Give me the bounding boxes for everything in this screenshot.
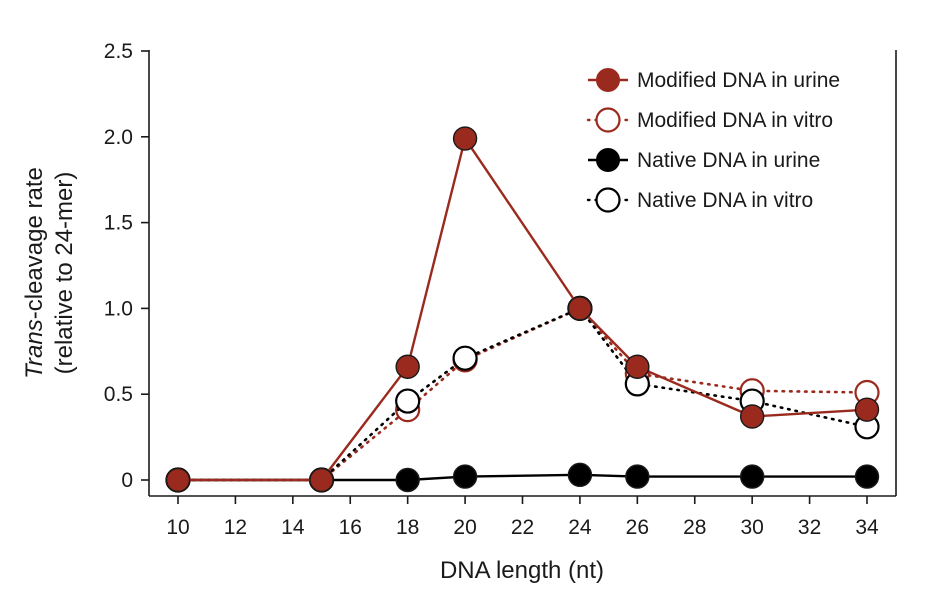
series-modified-dna-in-urine	[165, 126, 880, 493]
series-line-native-dna-in-urine	[178, 473, 867, 482]
x-tick-label-24: 24	[568, 516, 592, 539]
x-tick-label-28: 28	[683, 516, 706, 539]
y-tick-label-2.0: 2.0	[104, 126, 133, 149]
series-layer	[165, 126, 880, 493]
series-native-dna-in-vitro	[165, 295, 880, 493]
point-modified-dna-in-urine-24	[567, 296, 593, 321]
series-modified-dna-in-vitro	[165, 295, 880, 493]
y-axis-title-italic: Trans	[21, 319, 48, 379]
y-tick-label-1.0: 1.0	[104, 297, 133, 320]
legend-item-modified-dna-in-vitro: Modified DNA in vitro	[586, 107, 833, 133]
point-modified-dna-in-urine-30	[739, 404, 765, 429]
legend-label-modified-dna-in-vitro: Modified DNA in vitro	[637, 109, 833, 132]
legend-label-native-dna-in-vitro: Native DNA in vitro	[637, 189, 813, 212]
point-native-dna-in-urine-18	[395, 467, 420, 493]
point-modified-dna-in-urine-10	[165, 467, 191, 493]
y-axis-title-rest: -cleavage rate	[21, 167, 48, 319]
point-modified-dna-in-urine-26	[625, 354, 650, 379]
x-tick-label-20: 20	[453, 516, 476, 539]
series-line-modified-dna-in-vitro	[176, 306, 869, 482]
y-tick-label-0: 0	[121, 469, 133, 492]
x-tick-label-18: 18	[396, 516, 419, 539]
legend-label-modified-dna-in-urine: Modified DNA in urine	[637, 69, 840, 92]
series-line-modified-dna-in-urine	[178, 135, 868, 482]
legend-marker-modified-dna-in-urine	[596, 68, 620, 92]
x-tick-label-32: 32	[798, 516, 821, 539]
x-tick-label-12: 12	[224, 516, 247, 539]
y-axis-title-line2: (relative to 24-mer)	[51, 172, 78, 375]
point-native-dna-in-urine-24	[567, 462, 593, 488]
series-native-dna-in-urine	[165, 462, 880, 493]
point-modified-dna-in-urine-18	[395, 354, 420, 379]
x-tick-label-34: 34	[855, 516, 879, 539]
y-axis-title: Trans-cleavage rate	[21, 167, 48, 379]
point-native-dna-in-urine-26	[625, 464, 650, 489]
x-tick-label-16: 16	[339, 516, 362, 539]
x-tick-label-22: 22	[511, 516, 534, 539]
y-tick-label-0.5: 0.5	[104, 383, 133, 406]
point-native-dna-in-vitro-18	[395, 388, 421, 414]
point-native-dna-in-urine-30	[739, 464, 765, 489]
y-tick-label-1.5: 1.5	[104, 212, 133, 235]
legend-marker-native-dna-in-urine	[596, 148, 620, 172]
point-modified-dna-in-urine-34	[854, 397, 880, 422]
legend-item-modified-dna-in-urine: Modified DNA in urine	[588, 68, 840, 92]
x-axis-title: DNA length (nt)	[440, 557, 604, 584]
legend-item-native-dna-in-vitro: Native DNA in vitro	[586, 187, 813, 213]
legend-marker-modified-dna-in-vitro	[595, 107, 621, 133]
y-tick-label-2.5: 2.5	[104, 40, 133, 63]
legend-item-native-dna-in-urine: Native DNA in urine	[588, 148, 820, 172]
x-tick-label-10: 10	[166, 516, 189, 539]
point-modified-dna-in-urine-20	[452, 126, 478, 151]
y-ticks: 0 0.5 1.0 1.5 2.0 2.5	[104, 40, 149, 492]
legend-marker-native-dna-in-vitro	[595, 187, 621, 213]
x-ticks: 10 12 14 16 18 20 22 24 26 28 30 32 34	[166, 496, 879, 539]
legend: Modified DNA in urine Modified DNA in vit…	[586, 68, 840, 213]
legend-label-native-dna-in-urine: Native DNA in urine	[637, 149, 820, 172]
point-native-dna-in-urine-34	[854, 464, 880, 489]
point-native-dna-in-urine-20	[452, 464, 478, 489]
point-native-dna-in-vitro-20	[452, 345, 478, 371]
x-tick-label-26: 26	[626, 516, 649, 539]
x-tick-label-14: 14	[281, 516, 305, 539]
point-modified-dna-in-urine-15	[309, 467, 334, 493]
x-tick-label-30: 30	[740, 516, 763, 539]
